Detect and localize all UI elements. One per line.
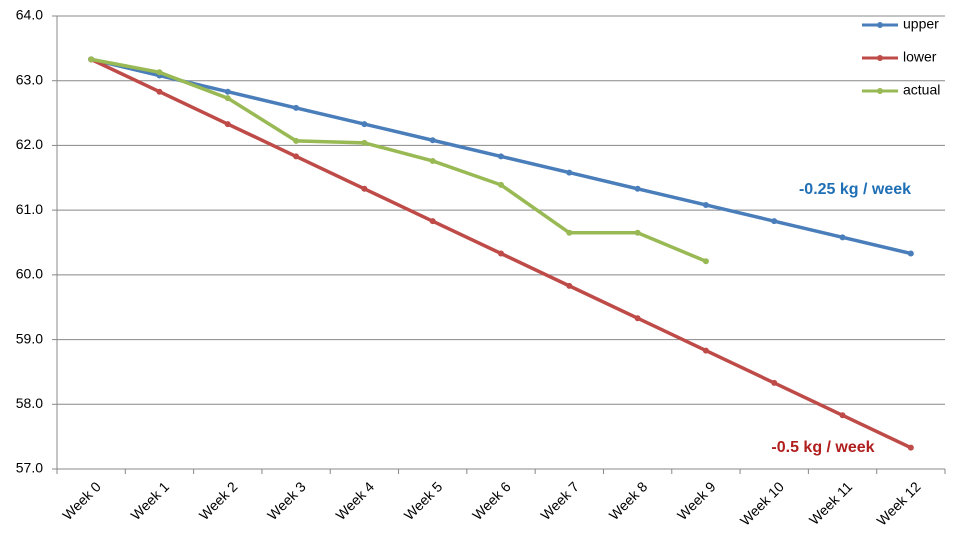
data-point [293,137,300,144]
data-point [429,157,436,164]
y-tick-label: 60.0 [16,266,43,282]
data-point [498,181,504,188]
x-tick-label: Week 9 [674,478,719,523]
data-point [429,137,436,144]
data-point [771,218,778,225]
y-tick-label: 63.0 [16,71,43,87]
data-point [839,234,846,241]
legend-label: upper [903,16,939,32]
data-point [293,153,300,160]
x-tick-label: Week 2 [196,478,241,523]
x-tick-label: Week 5 [401,478,446,523]
data-point [702,347,709,354]
x-tick-label: Week 4 [332,478,377,523]
data-point [361,121,368,128]
data-point [566,169,573,176]
legend-label: lower [903,49,937,65]
data-point [293,104,300,111]
y-tick-label: 64.0 [16,7,43,23]
data-point [771,379,778,386]
x-tick-label: Week 12 [873,478,923,528]
data-point [839,412,846,419]
x-tick-label: Week 8 [606,478,651,523]
legend-label: actual [903,82,940,98]
data-point [156,69,163,76]
data-point [566,229,573,236]
y-tick-label: 57.0 [16,460,43,476]
data-point [224,121,231,128]
data-point [498,153,504,160]
legend-marker [877,55,883,61]
y-tick-label: 59.0 [16,330,43,346]
data-point [907,444,914,451]
data-point [634,315,641,322]
annotation: -0.25 kg / week [799,181,911,198]
data-point [702,258,709,265]
data-point [566,282,573,289]
x-tick-label: Week 11 [806,478,856,528]
x-tick-label: Week 1 [127,478,172,523]
x-tick-label: Week 0 [59,478,104,523]
data-point [224,95,231,102]
x-tick-label: Week 3 [264,478,309,523]
x-tick-label: Week 6 [469,478,514,523]
data-point [88,56,95,63]
data-point [224,88,231,95]
x-tick-label: Week 7 [537,478,582,523]
data-point [634,229,641,236]
data-point [907,250,914,257]
y-tick-label: 58.0 [16,395,43,411]
data-point [702,201,709,208]
data-point [361,139,368,146]
data-point [429,218,436,225]
legend-marker [877,88,883,94]
annotation: -0.5 kg / week [771,439,874,456]
y-tick-label: 61.0 [16,201,43,217]
y-tick-label: 62.0 [16,136,43,152]
data-point [634,185,641,192]
series-line [90,57,707,263]
data-point [361,185,368,192]
x-tick-label: Week 10 [737,478,787,528]
data-point [156,88,163,95]
data-point [498,250,504,257]
legend-marker [877,22,883,28]
